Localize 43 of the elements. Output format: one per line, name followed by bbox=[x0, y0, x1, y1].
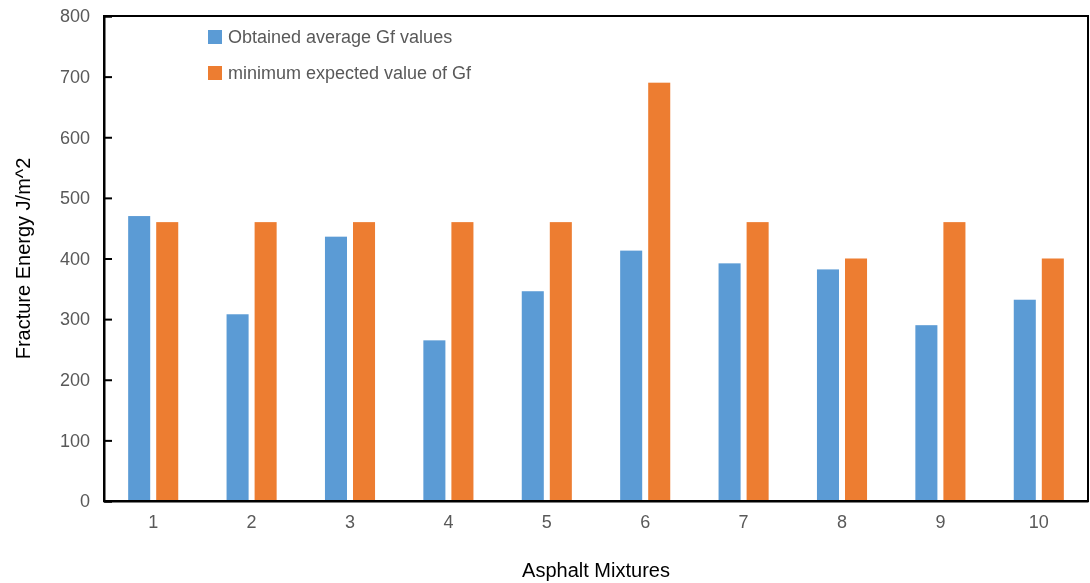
bar bbox=[1013, 299, 1036, 501]
y-tick-label: 300 bbox=[59, 309, 90, 330]
bar bbox=[353, 222, 376, 501]
x-tick-label: 9 bbox=[935, 511, 946, 532]
bar bbox=[648, 82, 671, 501]
bar bbox=[128, 216, 151, 501]
bar bbox=[1041, 258, 1064, 501]
y-tick-label: 800 bbox=[59, 6, 90, 27]
bar bbox=[845, 258, 868, 501]
legend-label: minimum expected value of Gf bbox=[228, 63, 473, 83]
bar bbox=[943, 222, 966, 501]
y-tick-label: 0 bbox=[79, 491, 90, 512]
x-tick-label: 3 bbox=[344, 511, 356, 532]
bar bbox=[451, 222, 474, 501]
x-tick-label: 5 bbox=[541, 511, 552, 532]
legend-label: Obtained average Gf values bbox=[228, 27, 453, 47]
bar bbox=[521, 291, 544, 501]
x-tick-label: 6 bbox=[640, 511, 651, 532]
y-tick-label: 100 bbox=[59, 430, 90, 451]
bar bbox=[746, 222, 769, 501]
x-tick-label: 7 bbox=[738, 511, 749, 532]
x-tick-label: 4 bbox=[443, 511, 454, 532]
bar bbox=[324, 236, 347, 501]
x-tick-label: 1 bbox=[148, 511, 159, 532]
bar bbox=[254, 222, 277, 501]
y-axis-title: Fracture Energy J/m^2 bbox=[12, 157, 34, 360]
y-tick-label: 400 bbox=[59, 248, 90, 269]
x-tick-label: 10 bbox=[1028, 511, 1049, 532]
bar bbox=[718, 263, 741, 501]
bar bbox=[423, 340, 446, 501]
x-tick-label: 8 bbox=[836, 511, 848, 532]
y-tick-label: 600 bbox=[59, 127, 90, 148]
bar bbox=[226, 314, 249, 501]
x-axis-title: Asphalt Mixtures bbox=[522, 559, 670, 581]
y-tick-label: 500 bbox=[59, 188, 90, 209]
bar bbox=[620, 250, 643, 501]
bar bbox=[816, 269, 839, 501]
bar bbox=[549, 222, 572, 501]
bar bbox=[915, 325, 938, 501]
bar bbox=[156, 222, 179, 501]
x-tick-label: 2 bbox=[246, 511, 257, 532]
y-tick-label: 700 bbox=[59, 66, 90, 87]
y-tick-label: 200 bbox=[59, 370, 90, 391]
